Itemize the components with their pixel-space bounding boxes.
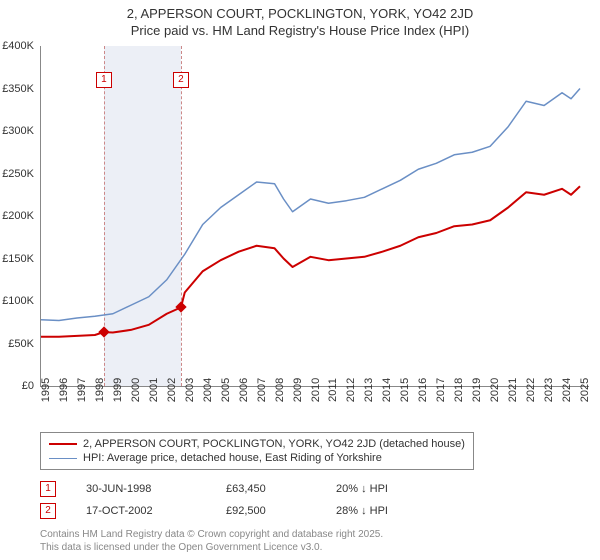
x-tick-label: 2006 (238, 378, 250, 402)
x-tick-label: 2014 (381, 378, 393, 402)
y-tick-label: £50K (8, 338, 34, 350)
transaction-date: 30-JUN-1998 (86, 483, 226, 495)
y-tick-label: £400K (2, 40, 34, 52)
x-tick-label: 2004 (202, 378, 214, 402)
chart-title-line2: Price paid vs. HM Land Registry's House … (0, 23, 600, 42)
x-tick-label: 1996 (58, 378, 70, 402)
plot-region: 12 (40, 46, 589, 387)
x-tick-label: 2021 (507, 378, 519, 402)
footnote-line2: This data is licensed under the Open Gov… (40, 542, 383, 555)
x-tick-label: 2003 (184, 378, 196, 402)
line-layer (41, 46, 589, 386)
x-tick-label: 2012 (345, 378, 357, 402)
y-tick-label: £350K (2, 83, 34, 95)
x-tick-label: 2025 (579, 378, 591, 402)
x-tick-label: 2001 (148, 378, 160, 402)
x-tick-label: 2013 (363, 378, 375, 402)
x-tick-label: 2016 (417, 378, 429, 402)
x-tick-label: 1999 (112, 378, 124, 402)
transaction-price: £63,450 (226, 483, 336, 495)
transaction-pct: 20% ↓ HPI (336, 483, 456, 495)
x-tick-label: 2007 (256, 378, 268, 402)
marker-box-2: 2 (173, 72, 189, 88)
legend-row: 2, APPERSON COURT, POCKLINGTON, YORK, YO… (49, 437, 465, 451)
transaction-date: 17-OCT-2002 (86, 505, 226, 517)
x-tick-label: 2010 (310, 378, 322, 402)
x-tick-label: 2008 (274, 378, 286, 402)
x-tick-label: 2015 (399, 378, 411, 402)
x-tick-label: 2024 (561, 378, 573, 402)
transaction-row: 2 17-OCT-2002£92,50028% ↓ HPI (40, 500, 456, 522)
legend: 2, APPERSON COURT, POCKLINGTON, YORK, YO… (40, 432, 474, 470)
transaction-price: £92,500 (226, 505, 336, 517)
x-tick-label: 2017 (435, 378, 447, 402)
chart-area: 12 £0£50K£100K£150K£200K£250K£300K£350K£… (40, 46, 588, 410)
transaction-marker: 1 (40, 481, 56, 497)
transaction-row: 1 30-JUN-1998£63,45020% ↓ HPI (40, 478, 456, 500)
chart-title-line1: 2, APPERSON COURT, POCKLINGTON, YORK, YO… (0, 0, 600, 23)
x-tick-label: 2000 (130, 378, 142, 402)
y-tick-label: £250K (2, 168, 34, 180)
marker-box-1: 1 (96, 72, 112, 88)
x-tick-label: 1997 (76, 378, 88, 402)
x-tick-label: 1995 (40, 378, 52, 402)
x-tick-label: 1998 (94, 378, 106, 402)
footnote: Contains HM Land Registry data © Crown c… (40, 529, 383, 554)
x-tick-label: 2020 (489, 378, 501, 402)
x-tick-label: 2011 (327, 378, 339, 402)
x-tick-label: 2005 (220, 378, 232, 402)
legend-swatch (49, 443, 77, 445)
x-tick-label: 2022 (525, 378, 537, 402)
x-tick-label: 2018 (453, 378, 465, 402)
y-tick-label: £200K (2, 210, 34, 222)
x-tick-label: 2002 (166, 378, 178, 402)
y-tick-label: £300K (2, 125, 34, 137)
footnote-line1: Contains HM Land Registry data © Crown c… (40, 529, 383, 542)
legend-swatch (49, 458, 77, 459)
legend-label: 2, APPERSON COURT, POCKLINGTON, YORK, YO… (83, 438, 465, 450)
legend-label: HPI: Average price, detached house, East… (83, 452, 382, 464)
transaction-table: 1 30-JUN-1998£63,45020% ↓ HPI 2 17-OCT-2002… (40, 478, 456, 522)
chart-container: 2, APPERSON COURT, POCKLINGTON, YORK, YO… (0, 0, 600, 560)
y-tick-label: £100K (2, 295, 34, 307)
legend-row: HPI: Average price, detached house, East… (49, 451, 465, 465)
y-tick-label: £0 (22, 380, 34, 392)
x-tick-label: 2019 (471, 378, 483, 402)
transaction-marker: 2 (40, 503, 56, 519)
x-tick-label: 2009 (292, 378, 304, 402)
x-tick-label: 2023 (543, 378, 555, 402)
transaction-pct: 28% ↓ HPI (336, 505, 456, 517)
series-hpi (41, 89, 580, 321)
series-address (41, 186, 580, 336)
y-tick-label: £150K (2, 253, 34, 265)
